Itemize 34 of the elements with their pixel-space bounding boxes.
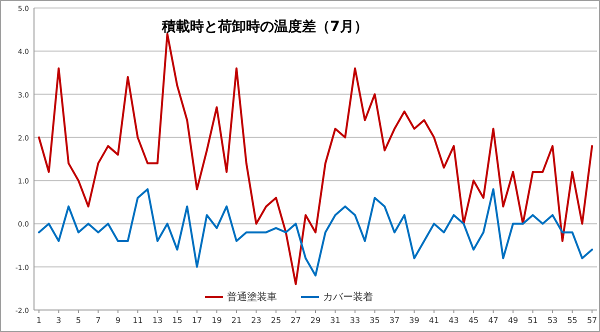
x-tick-label: 25 — [270, 316, 282, 325]
x-tick-label: 7 — [96, 316, 101, 325]
x-tick-label: 53 — [547, 316, 558, 325]
x-tick-label: 55 — [567, 316, 578, 325]
x-tick-label: 39 — [409, 316, 420, 325]
x-tick-label: 19 — [212, 316, 222, 325]
x-tick-label: 11 — [132, 316, 143, 325]
x-tick-label: 15 — [172, 316, 182, 325]
x-tick-label: 5 — [76, 316, 81, 325]
x-tick-label: 21 — [231, 316, 242, 325]
legend-label: カバー装着 — [323, 291, 373, 303]
x-tick-label: 27 — [290, 316, 301, 325]
x-tick-label: 9 — [115, 316, 121, 325]
x-tick-label: 41 — [428, 316, 440, 325]
x-tick-label: 29 — [310, 316, 321, 325]
x-tick-label: 43 — [448, 316, 459, 325]
line-series — [38, 32, 594, 286]
x-tick-label: 13 — [152, 316, 163, 325]
x-tick-label: 47 — [488, 316, 498, 325]
legend-label: 普通塗装車 — [227, 291, 277, 303]
x-tick-label: 45 — [468, 316, 479, 325]
x-tick-label: 51 — [528, 316, 538, 325]
x-tick-label: 3 — [56, 316, 62, 325]
x-tick-label: 49 — [508, 316, 518, 325]
x-tick-label: 33 — [350, 316, 360, 325]
x-tick-label: 37 — [389, 316, 400, 325]
x-tick-label: 17 — [192, 316, 202, 325]
text: 積載時と荷卸時の温度差（7月） — [161, 18, 368, 35]
x-tick-label: 35 — [370, 316, 380, 325]
x-tick-label: 1 — [36, 316, 42, 325]
line-series — [38, 188, 594, 276]
x-tick-label: 23 — [251, 316, 262, 325]
x-tick-label: 57 — [586, 316, 598, 325]
x-tick-label: 31 — [330, 316, 340, 325]
